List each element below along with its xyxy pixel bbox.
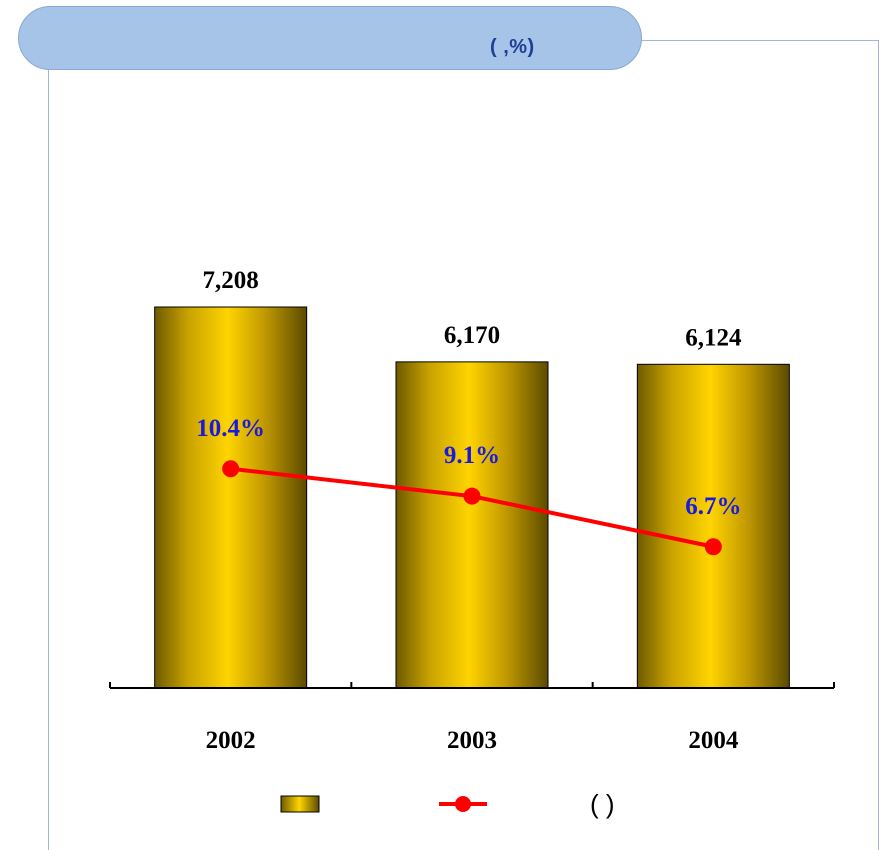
bar-2003: [395, 361, 549, 689]
legend-layer: [280, 795, 487, 813]
x-tick-label-2002: 2002: [206, 727, 256, 754]
bar-2004: [636, 363, 790, 689]
x-tick-label-2003: 2003: [447, 727, 497, 754]
bar-2002: [154, 306, 308, 689]
bar-value-label-2002: 7,208: [203, 267, 259, 294]
bar-value-label-2003: 6,170: [444, 322, 500, 349]
line-layer: [222, 460, 722, 556]
x-tick-label-2004: 2004: [688, 727, 739, 754]
bars-layer: [154, 306, 790, 689]
rate-value-label-2003: 9.1%: [444, 442, 500, 469]
title-banner: [18, 6, 642, 70]
rate-point-2003: [463, 487, 481, 505]
axis-layer: [109, 682, 835, 689]
legend-swatch-marker: [455, 796, 471, 812]
bar-value-label-2004: 6,124: [685, 324, 742, 351]
legend-label-line: ( ): [590, 789, 615, 819]
rate-point-2002: [222, 460, 240, 478]
frame-left-border: [48, 40, 49, 850]
chart-title: ( ,%): [490, 36, 535, 58]
rate-value-label-2002: 10.4%: [196, 415, 265, 442]
rate-point-2004: [704, 538, 722, 556]
legend-swatch-bar: [280, 795, 320, 813]
rate-value-label-2004: 6.7%: [685, 493, 741, 520]
frame-right-border: [878, 40, 879, 850]
labels-layer: 7,208 6,170 6,124 2002 2003 2004 10.4% 9.1% 6.7%: [196, 267, 742, 754]
